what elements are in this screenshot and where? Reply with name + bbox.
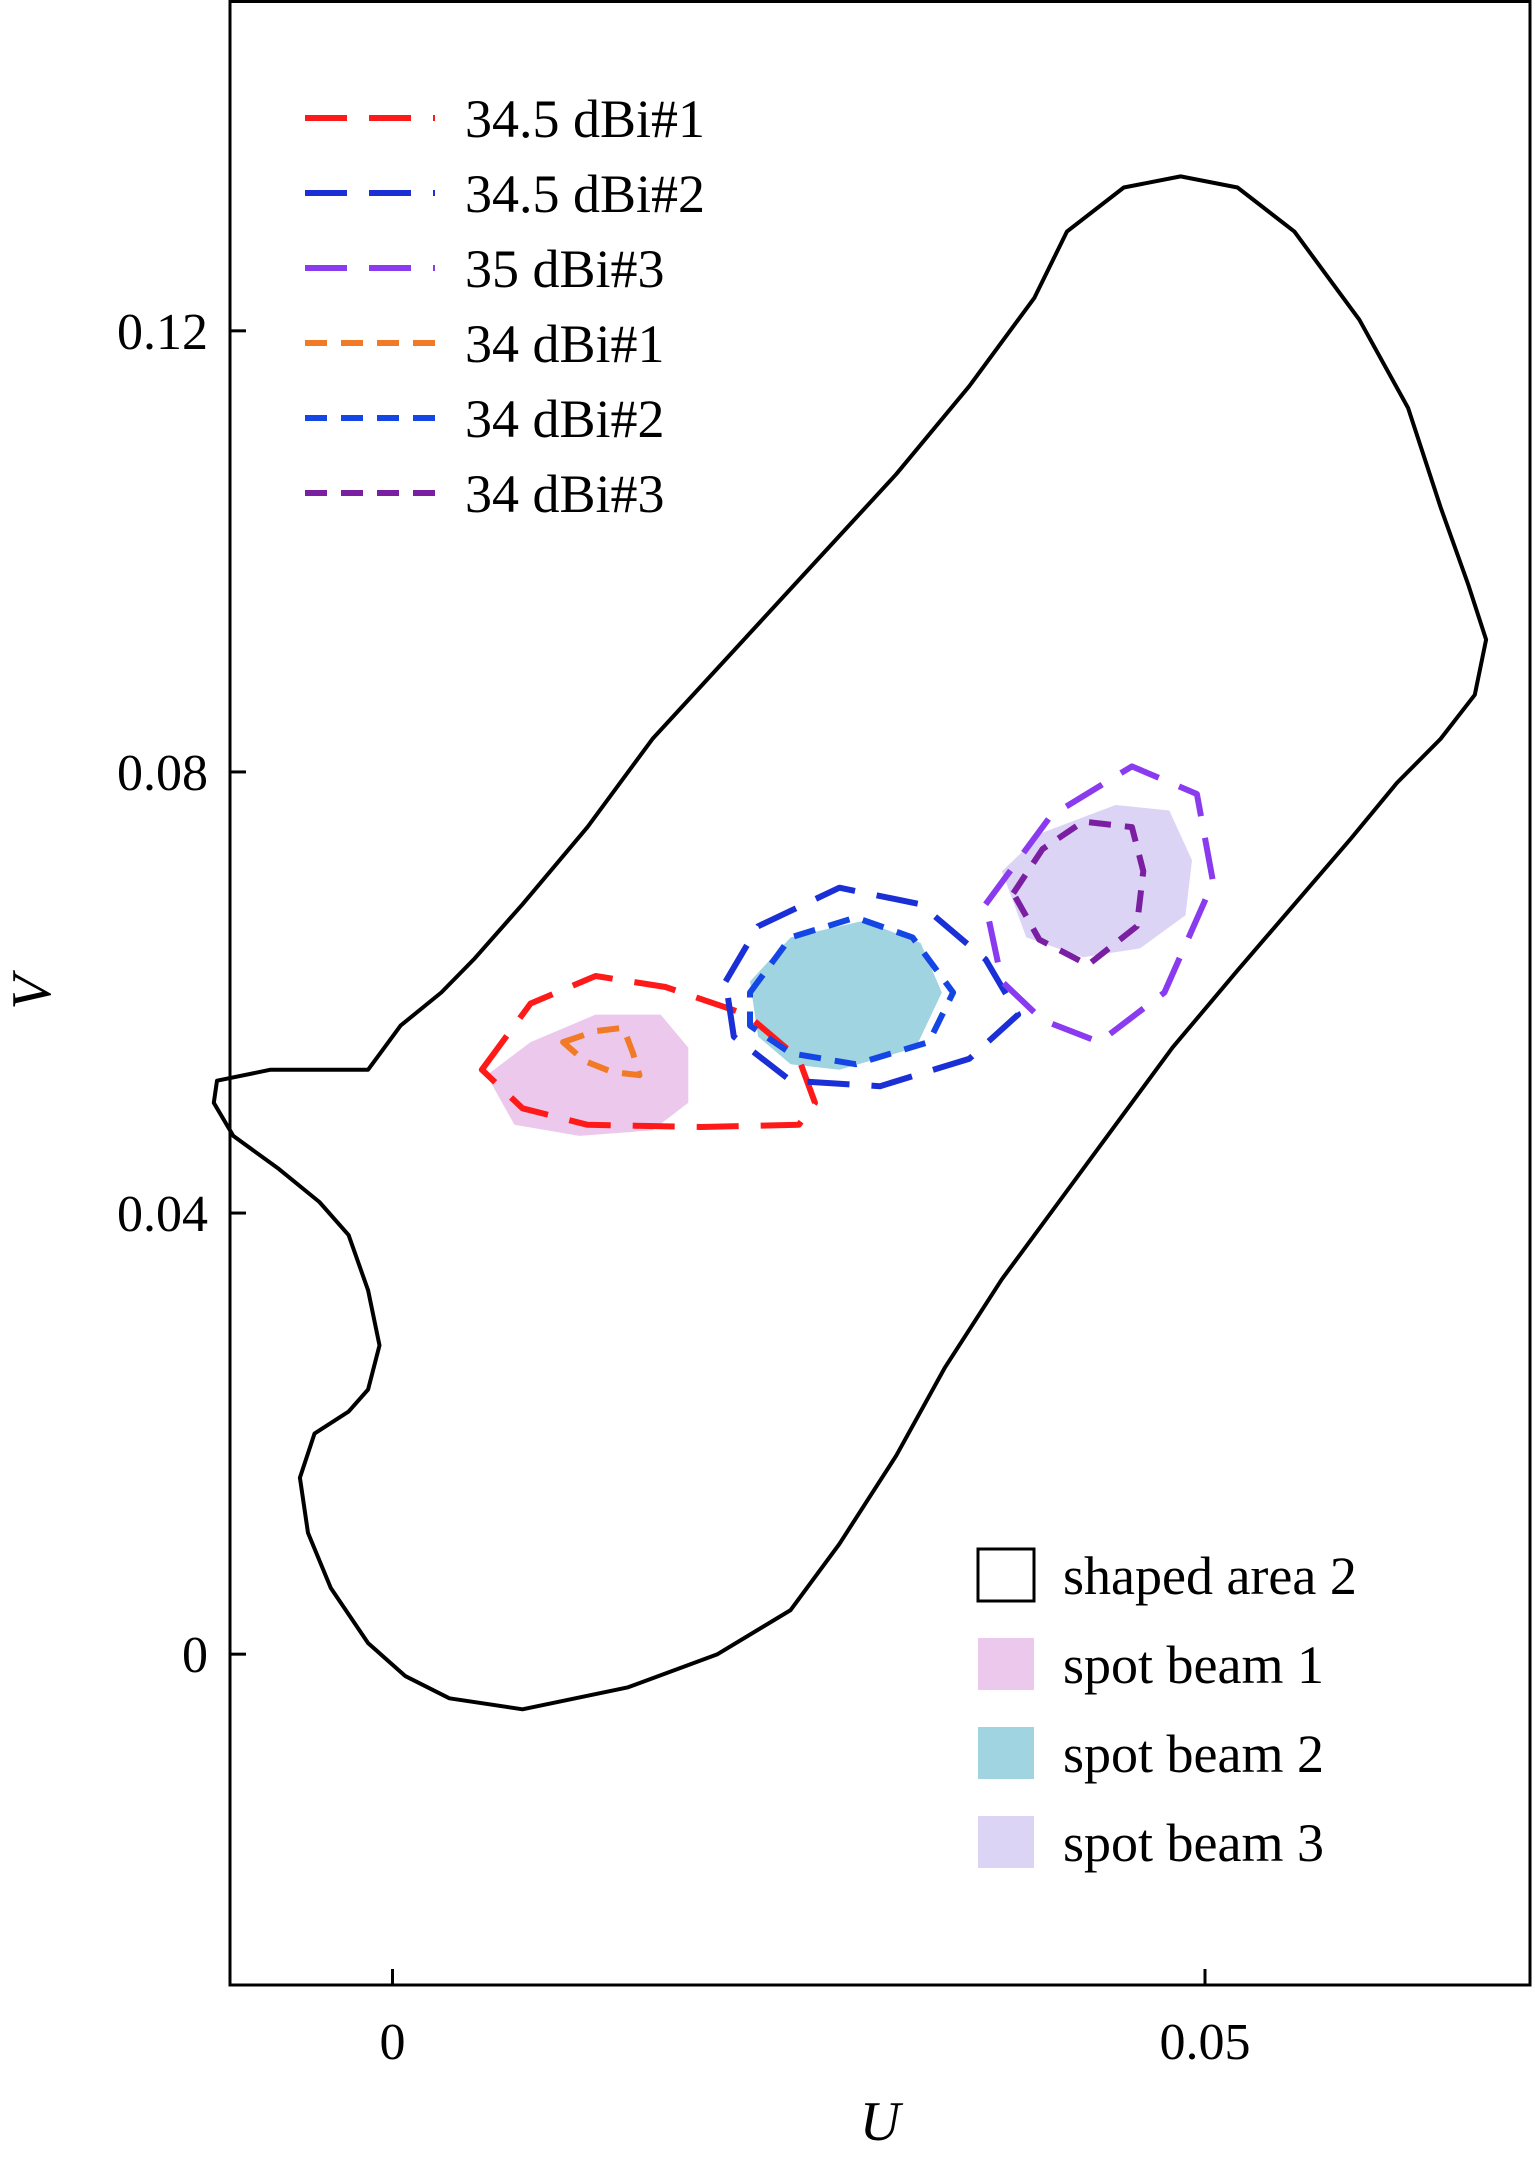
contour-34-dbi-3 bbox=[1010, 818, 1147, 968]
legend-gain-contours: 34.5 dBi#1 34.5 dBi#2 35 dBi#3 34 dBi#1 34 d… bbox=[305, 89, 705, 524]
x-tick-label: 0.05 bbox=[1160, 2014, 1251, 2071]
legend-areas: shaped area 2 spot beam 1 spot beam 2 spot … bbox=[976, 1546, 1357, 1873]
x-axis-title: U bbox=[860, 2091, 904, 2153]
y-axis: 0 0.04 0.08 0.12 bbox=[117, 304, 246, 1684]
y-tick-label: 0.04 bbox=[117, 1186, 208, 1243]
legend-label-shaped-area-2: shaped area 2 bbox=[1063, 1546, 1357, 1606]
spot-beam-fills bbox=[486, 805, 1192, 1136]
legend-label-34-dbi-3: 34 dBi#3 bbox=[465, 464, 665, 524]
legend-label-34-dbi-2: 34 dBi#2 bbox=[465, 389, 665, 449]
plot-frame bbox=[228, 0, 1532, 1987]
contour-34-5-dbi-1 bbox=[478, 973, 818, 1130]
y-tick-label: 0.08 bbox=[117, 745, 208, 802]
area-spot-beam-1 bbox=[486, 1014, 689, 1136]
contour-34-dbi-1 bbox=[560, 1024, 643, 1079]
y-tick-label: 0 bbox=[182, 1627, 208, 1684]
area-spot-beam-3 bbox=[1001, 805, 1192, 958]
contour-34-5-dbi-2 bbox=[722, 884, 1022, 1090]
legend-label-34-dbi-1: 34 dBi#1 bbox=[465, 314, 665, 374]
y-axis-title: V bbox=[1, 970, 63, 1010]
legend-label-34-5-dbi-2: 34.5 dBi#2 bbox=[465, 164, 705, 224]
legend-swatch-shaped-area-2 bbox=[976, 1547, 1036, 1603]
area-spot-beam-2 bbox=[750, 920, 942, 1070]
legend-label-spot-beam-3: spot beam 3 bbox=[1063, 1813, 1324, 1873]
x-tick-label: 0 bbox=[380, 2014, 406, 2071]
legend-swatch-spot-beam-2 bbox=[978, 1727, 1034, 1779]
legend-label-spot-beam-2: spot beam 2 bbox=[1063, 1724, 1324, 1784]
legend-swatch-spot-beam-1 bbox=[978, 1638, 1034, 1690]
x-axis: 0 0.05 bbox=[380, 1969, 1251, 2071]
shaped-area-outline-layer bbox=[211, 174, 1489, 1712]
outline-shaped-area-2 bbox=[211, 174, 1489, 1712]
legend-label-34-5-dbi-1: 34.5 dBi#1 bbox=[465, 89, 705, 149]
legend-label-spot-beam-1: spot beam 1 bbox=[1063, 1635, 1324, 1695]
contour-34-dbi-2 bbox=[747, 914, 957, 1068]
y-tick-label: 0.12 bbox=[117, 304, 208, 361]
legend-swatch-spot-beam-3 bbox=[978, 1816, 1034, 1868]
contour-35-dbi-3 bbox=[982, 763, 1217, 1046]
gain-contour-layer bbox=[478, 763, 1217, 1130]
legend-label-35-dbi-3: 35 dBi#3 bbox=[465, 239, 665, 299]
